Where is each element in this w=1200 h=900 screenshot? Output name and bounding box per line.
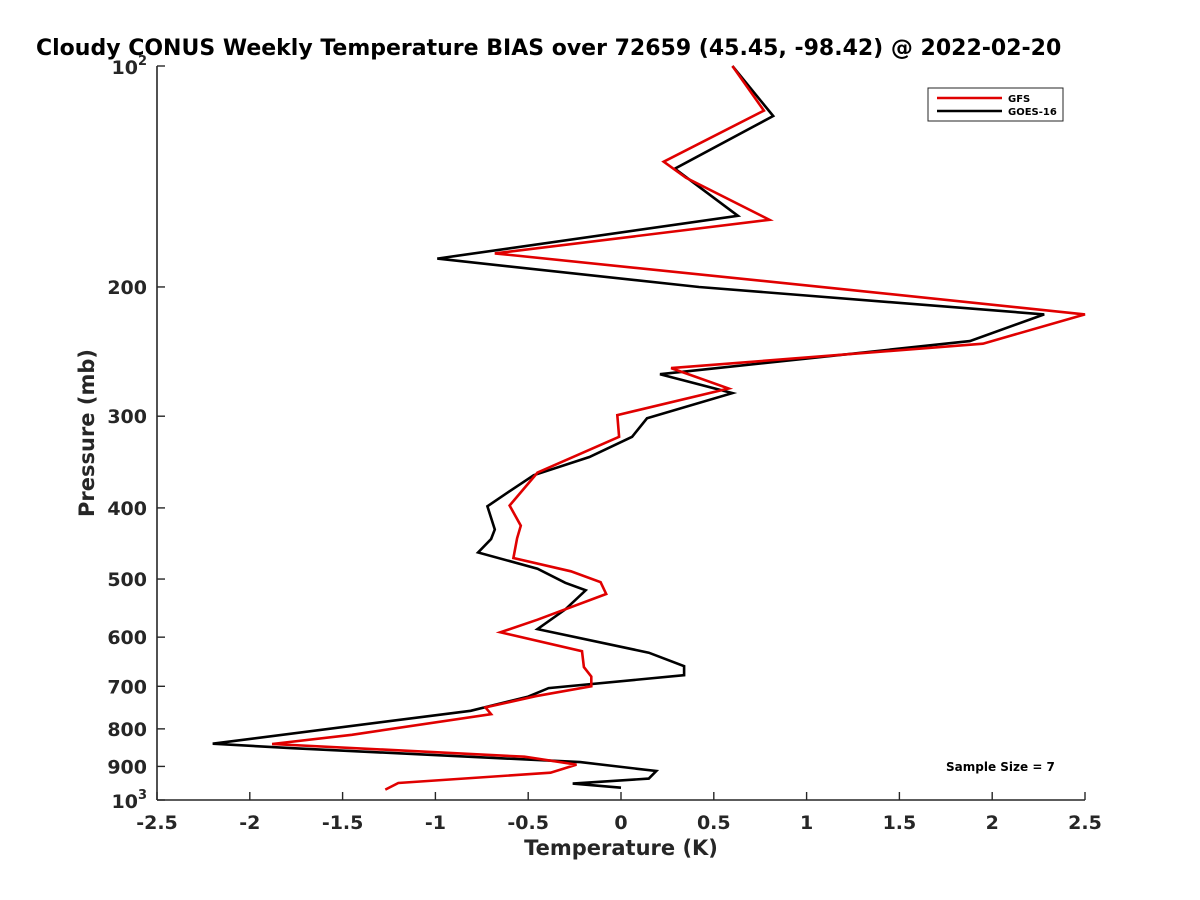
- y-tick-min-base: 10: [112, 791, 138, 813]
- y-tick-label: 800: [107, 719, 147, 741]
- x-tick-label: 0.5: [697, 812, 731, 834]
- y-axis-label: Pressure (mb): [75, 349, 99, 517]
- y-tick-label: 300: [107, 406, 147, 428]
- legend-label-gfs: GFS: [1008, 94, 1030, 105]
- y-tick-label: 700: [107, 676, 147, 698]
- x-tick-label: 0: [614, 812, 627, 834]
- y-tick-label: 900: [107, 756, 147, 778]
- y-tick-label-min: 103: [112, 788, 148, 813]
- x-tick-label: -2: [239, 812, 260, 834]
- y-tick-label: 600: [107, 627, 147, 649]
- x-tick-label: 1: [800, 812, 813, 834]
- x-tick-label: -2.5: [136, 812, 178, 834]
- y-tick-label: 400: [107, 498, 147, 520]
- y-tick-label: 500: [107, 569, 147, 591]
- sample-size-annotation: Sample Size = 7: [946, 760, 1055, 774]
- y-tick-min-exponent: 3: [138, 788, 147, 803]
- y-axis-ticks: 200 300 400 500 600 700 800 900: [107, 65, 165, 801]
- y-tick-max-exponent: 2: [138, 54, 147, 69]
- x-tick-label: 2: [986, 812, 999, 834]
- x-tick-label: 2.5: [1068, 812, 1102, 834]
- x-axis-label: Temperature (K): [524, 836, 718, 860]
- y-tick-max-base: 10: [112, 57, 138, 79]
- x-axis-ticks: -2.5 -2 -1.5 -1 -0.5 0 0.5 1 1.5 2 2.5: [136, 792, 1102, 834]
- legend: GFS GOES-16: [927, 87, 1064, 122]
- x-tick-label: -1: [425, 812, 446, 834]
- y-tick-label-max: 102: [112, 54, 148, 79]
- x-tick-label: -0.5: [507, 812, 549, 834]
- x-tick-label: 1.5: [883, 812, 917, 834]
- legend-label-goes16: GOES-16: [1008, 107, 1057, 118]
- y-tick-label: 200: [107, 277, 147, 299]
- series-lines: [212, 65, 1086, 791]
- chart-title: Cloudy CONUS Weekly Temperature BIAS ove…: [36, 36, 1061, 61]
- series-line-gfs: [271, 65, 1086, 791]
- axes-frame: [156, 66, 1085, 801]
- series-line-goes16: [212, 65, 1045, 789]
- legend-box: [927, 87, 1064, 122]
- x-tick-label: -1.5: [322, 812, 364, 834]
